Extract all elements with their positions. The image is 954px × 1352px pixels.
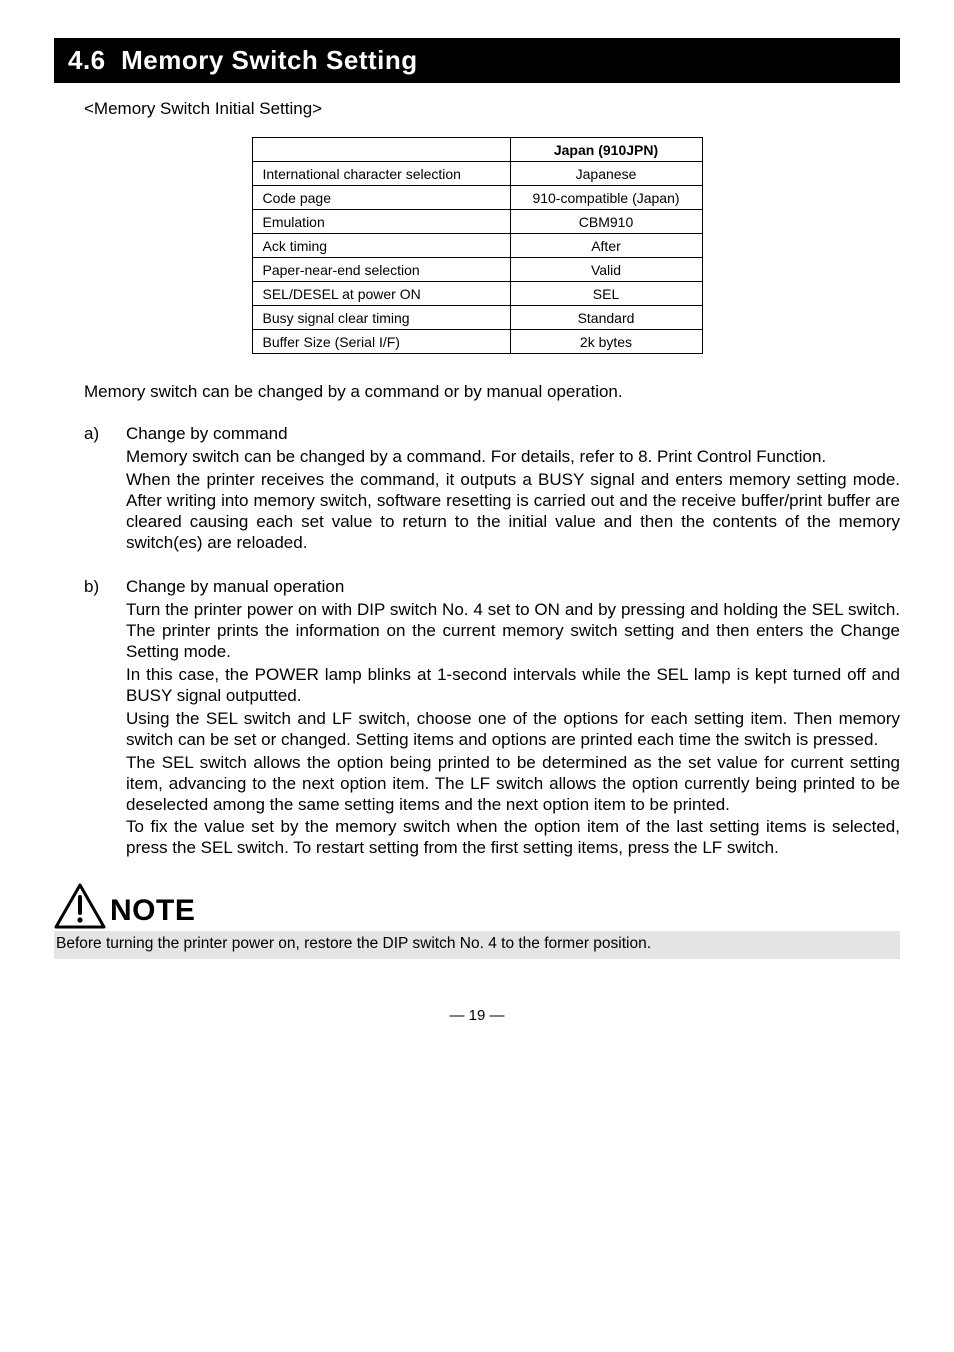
- note-label: NOTE: [110, 894, 195, 929]
- table-cell-value: After: [510, 234, 702, 258]
- table-cell-value: Japanese: [510, 162, 702, 186]
- table-cell-value: CBM910: [510, 210, 702, 234]
- paragraph: To fix the value set by the memory switc…: [126, 817, 900, 859]
- paragraph: In this case, the POWER lamp blinks at 1…: [126, 665, 900, 707]
- section-number: 4.6: [68, 45, 106, 75]
- table-cell-value: 2k bytes: [510, 330, 702, 354]
- note-block: NOTE Before turning the printer power on…: [54, 883, 900, 959]
- item-label: a): [84, 424, 126, 555]
- table-row: Emulation CBM910: [252, 210, 702, 234]
- table-cell-value: SEL: [510, 282, 702, 306]
- table-cell-label: Code page: [252, 186, 510, 210]
- subtitle: <Memory Switch Initial Setting>: [84, 99, 900, 119]
- paragraph: Using the SEL switch and LF switch, choo…: [126, 709, 900, 751]
- table-cell-value: 910-compatible (Japan): [510, 186, 702, 210]
- table-cell-label: Paper-near-end selection: [252, 258, 510, 282]
- table-cell-value: Valid: [510, 258, 702, 282]
- paragraph: Memory switch can be changed by a comman…: [126, 447, 900, 468]
- intro-text: Memory switch can be changed by a comman…: [84, 382, 900, 402]
- table-row: Busy signal clear timing Standard: [252, 306, 702, 330]
- table-cell-label: SEL/DESEL at power ON: [252, 282, 510, 306]
- table-cell-label: Ack timing: [252, 234, 510, 258]
- table-row: Buffer Size (Serial I/F) 2k bytes: [252, 330, 702, 354]
- table-row: SEL/DESEL at power ON SEL: [252, 282, 702, 306]
- page-number: — 19 —: [54, 1007, 900, 1024]
- table-row: Code page 910-compatible (Japan): [252, 186, 702, 210]
- table-column-header: Japan (910JPN): [510, 138, 702, 162]
- section-title: Memory Switch Setting: [121, 45, 418, 75]
- item-label: b): [84, 577, 126, 861]
- table-cell-label: Emulation: [252, 210, 510, 234]
- paragraph: Turn the printer power on with DIP switc…: [126, 600, 900, 663]
- item-title: Change by command: [126, 424, 900, 445]
- settings-table: Japan (910JPN) International character s…: [252, 137, 703, 354]
- note-text: Before turning the printer power on, res…: [54, 931, 900, 959]
- list-item: b) Change by manual operation Turn the p…: [84, 577, 900, 861]
- table-cell-label: Buffer Size (Serial I/F): [252, 330, 510, 354]
- table-row: International character selection Japane…: [252, 162, 702, 186]
- table-row: Paper-near-end selection Valid: [252, 258, 702, 282]
- paragraph: The SEL switch allows the option being p…: [126, 753, 900, 816]
- table-header-empty: [252, 138, 510, 162]
- warning-triangle-icon: [54, 883, 106, 929]
- table-cell-value: Standard: [510, 306, 702, 330]
- table-cell-label: Busy signal clear timing: [252, 306, 510, 330]
- table-cell-label: International character selection: [252, 162, 510, 186]
- list-item: a) Change by command Memory switch can b…: [84, 424, 900, 555]
- section-header: 4.6 Memory Switch Setting: [54, 38, 900, 83]
- table-row: Ack timing After: [252, 234, 702, 258]
- item-title: Change by manual operation: [126, 577, 900, 598]
- paragraph: When the printer receives the command, i…: [126, 470, 900, 554]
